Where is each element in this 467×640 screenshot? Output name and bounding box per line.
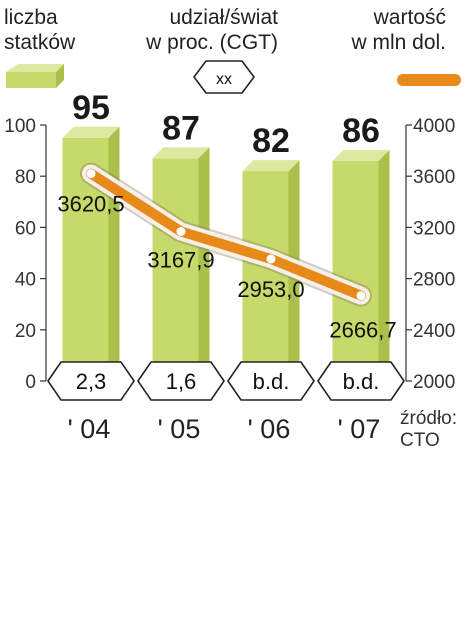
value-point: [356, 291, 366, 301]
legend-share-badge-icon: xx: [193, 60, 255, 94]
share-badge-frame: [317, 361, 405, 401]
left-tick-label: 60: [15, 218, 36, 239]
left-tick-label: 40: [15, 270, 36, 291]
left-tick-label: 100: [4, 116, 36, 137]
legend-bars-label-2: statków: [4, 31, 76, 54]
bar-value-label: 87: [162, 109, 200, 147]
bar-front: [332, 160, 379, 381]
share-badge: 2,3: [47, 361, 135, 401]
bar-front: [242, 171, 289, 381]
bar-front: [152, 158, 199, 381]
bar-value-label: 86: [342, 112, 380, 150]
left-tick-label: 80: [15, 167, 36, 188]
value-point: [176, 227, 186, 237]
bar-side: [378, 149, 390, 381]
bar-side: [108, 126, 120, 381]
value-data-label: 3167,9: [147, 248, 214, 273]
source-label: źródło:: [400, 408, 457, 429]
bar-value-label: 82: [252, 122, 290, 160]
left-axis: 0 20 40 60 80 100: [4, 116, 46, 393]
share-badge-frame: [137, 361, 225, 401]
right-tick-label: 2800: [413, 270, 455, 291]
category-label: ' 07: [338, 414, 381, 444]
share-value-label: 2,3: [76, 369, 107, 394]
bar-top: [152, 147, 210, 159]
value-point: [86, 169, 96, 179]
legend-share-label-1: udział/świat: [169, 6, 278, 29]
right-tick-label: 3600: [413, 167, 455, 188]
left-tick-label: 20: [15, 321, 36, 342]
share-value-label: 1,6: [166, 369, 197, 394]
bar-top: [242, 160, 300, 172]
share-badge: b.d.: [227, 361, 315, 401]
value-data-label: 2666,7: [329, 318, 396, 343]
share-value-label: b.d.: [253, 369, 290, 394]
category-label: ' 05: [158, 414, 201, 444]
share-badge: 1,6: [137, 361, 225, 401]
right-tick-label: 4000: [413, 116, 455, 137]
legend-share-label-2: w proc. (CGT): [145, 31, 278, 54]
right-axis: 2000 2400 2800 3200 3600 4000: [406, 116, 455, 393]
category-label: ' 06: [248, 414, 291, 444]
value-line-group: 3620,5 3167,9 2953,0 2666,7: [57, 162, 397, 343]
value-line: [86, 168, 366, 301]
bar: [332, 149, 390, 381]
value-point: [266, 254, 276, 264]
right-tick-label: 3200: [413, 218, 455, 239]
share-badge-frame: [47, 361, 135, 401]
legend-line-label-2: w mln dol.: [350, 31, 446, 54]
bar-top: [332, 149, 390, 161]
share-badge: b.d.: [317, 361, 405, 401]
right-tick-label: 2400: [413, 321, 455, 342]
bar-top: [62, 126, 120, 138]
share-value-label: b.d.: [343, 369, 380, 394]
bar: [152, 147, 210, 381]
bar-value-label: 95: [72, 89, 110, 127]
legend-bars-label-1: liczba: [4, 6, 58, 29]
year-labels-group: ' 04 ' 05 ' 06 ' 07: [68, 414, 381, 444]
value-data-label: 3620,5: [57, 192, 124, 217]
share-badge-frame: [227, 361, 315, 401]
value-data-label: 2953,0: [237, 277, 304, 302]
category-label: ' 04: [68, 414, 111, 444]
legend-bar-swatch-icon: [6, 64, 64, 88]
legend-share-symbol: xx: [216, 71, 232, 88]
source-name: CTO: [400, 430, 440, 451]
right-tick-label: 2000: [413, 372, 455, 393]
legend: liczba statków udział/świat w proc. (CGT…: [4, 6, 461, 94]
legend-line-label-1: wartość: [373, 6, 446, 29]
bar-side: [198, 147, 210, 381]
left-tick-label: 0: [25, 372, 36, 393]
share-badges-group: 2,3 1,6 b.d. b.d.: [47, 361, 405, 401]
